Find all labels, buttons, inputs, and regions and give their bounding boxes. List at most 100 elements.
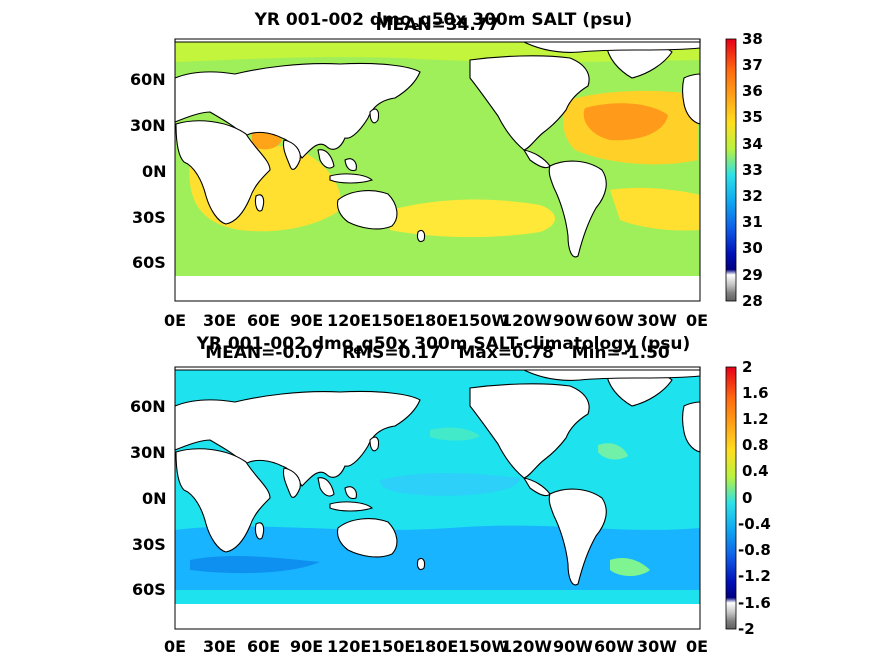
- plot2-antarctica: [175, 604, 700, 629]
- plot1-region-na-max: [583, 103, 668, 141]
- plot1-new-zealand: [416, 229, 426, 243]
- plot2-ytick-0n: 0N: [142, 489, 167, 508]
- plot1-cbar-tick-36: 36: [742, 82, 763, 100]
- plot2-cbar-tick-neg-1-2: -1.2: [738, 567, 771, 585]
- plot2-xtick-30e: 30E: [203, 637, 237, 656]
- plot2-ytick-60n: 60N: [130, 397, 166, 416]
- plot1-africa: [175, 120, 271, 225]
- plot1-xtick-150e: 150E: [371, 311, 416, 330]
- plot2-title-subscript: e: [353, 343, 362, 357]
- plot1-colorbar: [725, 38, 737, 302]
- plot2-europe-wrap: [681, 401, 701, 453]
- plot1-xtick-90e: 90E: [290, 311, 324, 330]
- plot1-xtick-120w: 120W: [501, 311, 553, 330]
- plot1-australia: [336, 190, 398, 230]
- plot1-cbar-tick-35: 35: [742, 108, 763, 126]
- plot1-cbar-tick-31: 31: [742, 213, 763, 231]
- plot1-cbar-tick-28: 28: [742, 292, 763, 310]
- plot1-title-subscript: e: [411, 19, 420, 33]
- plot2-north-pacific: [430, 427, 480, 441]
- plot2-south-america: [548, 488, 607, 586]
- plot2-axes-frame: [174, 366, 701, 630]
- plot1-cbar-tick-33: 33: [742, 161, 763, 179]
- plot2-xtick-150w: 150W: [458, 637, 510, 656]
- plot1-southern-ocean: [175, 255, 700, 280]
- plot2-ytick-30s: 30S: [132, 535, 166, 554]
- plot2-japan: [369, 436, 380, 452]
- plot2-cbar-tick-neg-2: -2: [738, 620, 755, 638]
- plot2-xtick-30w: 30W: [637, 637, 677, 656]
- plot2-cbar-tick-1-6: 1.6: [742, 384, 769, 402]
- plot1-xtick-0e: 0E: [164, 311, 187, 330]
- plot2-arctic-islands: [519, 367, 701, 381]
- plot2-title-main: YR 001-002 dmo: [196, 334, 354, 354]
- plot1-madagascar: [254, 194, 265, 212]
- plot2-africa: [175, 448, 271, 553]
- plot1-ytick-30s: 30S: [132, 208, 166, 227]
- plot1-xtick-180e: 180E: [414, 311, 459, 330]
- plot2-xtick-90w: 90W: [553, 637, 593, 656]
- plot1-title-main: YR 001-002 dmo: [254, 10, 412, 30]
- plot2-caribbean-pos: [598, 443, 628, 460]
- plot1-ytick-0n: 0N: [142, 162, 167, 181]
- plot1-xtick-90w: 90W: [553, 311, 593, 330]
- plot2-title-rest: q50x 300m SALT-climatology (psu): [361, 334, 691, 354]
- plot1-europe-wrap: [681, 73, 701, 125]
- plot1-xtick-120e: 120E: [327, 311, 372, 330]
- plot1-title: YR 001-002 dmoeq50x 300m SALT (psu): [175, 0, 700, 33]
- plot1-south-america: [548, 160, 607, 258]
- plot1-title-rest: q50x 300m SALT (psu): [419, 10, 633, 30]
- plot2-south-atlantic-pos: [610, 558, 650, 576]
- plot1-region-south-pacific: [390, 199, 555, 238]
- plot1-ytick-60n: 60N: [130, 70, 166, 89]
- plot2-cbar-tick-0-4: 0.4: [742, 462, 769, 480]
- plot2-title: YR 001-002 dmoeq50x 300m SALT-climatolog…: [175, 314, 700, 357]
- plot2-southern-deep: [190, 556, 320, 574]
- plot2-xtick-0e: 0E: [164, 637, 187, 656]
- plot2-xtick-120w: 120W: [501, 637, 553, 656]
- plot1-xtick-150w: 150W: [458, 311, 510, 330]
- plot1-xtick-0e-end: 0E: [686, 311, 709, 330]
- plot1-ytick-30n: 30N: [130, 116, 166, 135]
- plot2-cbar-tick-2: 2: [742, 358, 753, 376]
- plot2-colorbar: [725, 366, 737, 630]
- plot1-cbar-tick-29: 29: [742, 266, 763, 284]
- plot1-cbar-tick-30: 30: [742, 239, 763, 257]
- plot1-xtick-30e: 30E: [203, 311, 237, 330]
- plot1-xtick-60e: 60E: [247, 311, 281, 330]
- plot1-north-america: [469, 55, 590, 151]
- plot2-xtick-60w: 60W: [594, 637, 634, 656]
- plot2-cbar-tick-neg-1-6: -1.6: [738, 594, 771, 612]
- plot1-cbar-tick-32: 32: [742, 187, 763, 205]
- plot2-xtick-120e: 120E: [327, 637, 372, 656]
- plot2-cbar-tick-0: 0: [742, 489, 753, 507]
- plot1-antarctica: [175, 276, 700, 301]
- plot1-region-south-atlantic: [610, 187, 700, 231]
- plot2-australia: [336, 518, 398, 558]
- plot1-indonesia: [317, 149, 374, 184]
- plot1-arctic-islands: [519, 39, 701, 53]
- plot1-cbar-tick-34: 34: [742, 135, 763, 153]
- plot2-india: [282, 467, 301, 498]
- plot2-subtitle: MEAN=-0.07 RMS=0.17 Max=0.78 Min=-1.50: [205, 343, 670, 363]
- plot2-cbar-tick-0-8: 0.8: [742, 436, 769, 454]
- plot2-north-america: [469, 383, 590, 479]
- plot2-xtick-60e: 60E: [247, 637, 281, 656]
- plot1-cbar-tick-38: 38: [742, 30, 763, 48]
- plot2-xtick-0e-end: 0E: [686, 637, 709, 656]
- plot2-indonesia: [317, 477, 374, 512]
- plot2-eq-pacific: [380, 473, 520, 496]
- plot2-madagascar: [254, 522, 265, 540]
- plot2-ytick-30n: 30N: [130, 443, 166, 462]
- plot2-xtick-180e: 180E: [414, 637, 459, 656]
- plot2-ytick-60s: 60S: [132, 580, 166, 599]
- plot1-ytick-60s: 60S: [132, 253, 166, 272]
- plot2-land: [174, 366, 701, 586]
- plot1-xtick-60w: 60W: [594, 311, 634, 330]
- plot1-cbar-tick-37: 37: [742, 56, 763, 74]
- plot2-cbar-tick-1-2: 1.2: [742, 410, 769, 428]
- plot1-axes-frame: [174, 38, 701, 302]
- plot1-xtick-30w: 30W: [637, 311, 677, 330]
- plot1-subtitle: MEAN=34.77: [375, 15, 500, 35]
